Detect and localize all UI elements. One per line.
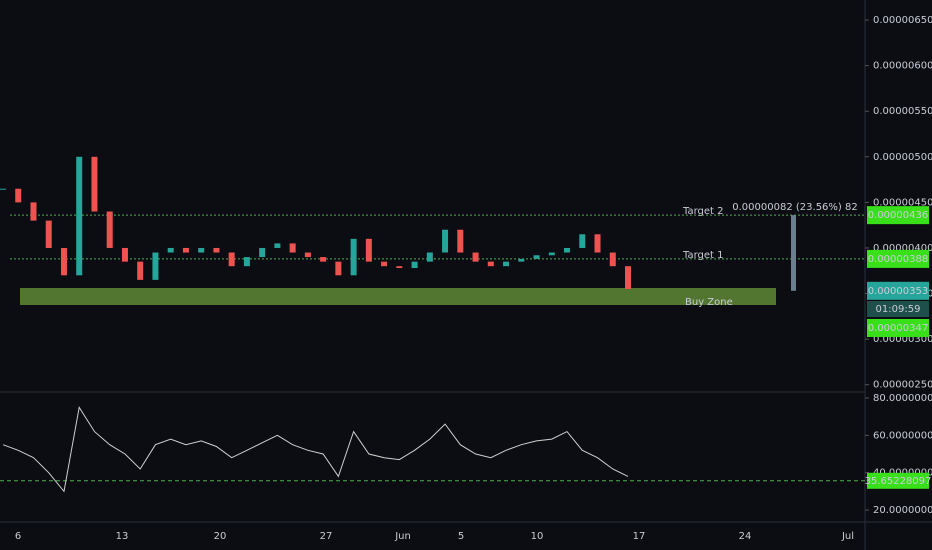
x-tick-label: 5 [458,531,464,542]
x-tick-label: 13 [116,531,129,542]
candle [457,229,464,253]
buy-zone [20,288,776,305]
candle [365,238,372,262]
candle [15,188,22,203]
candle [106,211,113,248]
candle [518,258,525,262]
y-tick-label: 0.00000550 [873,106,932,117]
candle [472,252,479,262]
target-name: Target 2 [682,206,723,217]
price-tag-label: 0.00000436 [868,210,928,221]
candle [243,257,250,267]
candle [548,252,555,256]
timer-tag [867,301,929,317]
level-tag [867,472,929,489]
y-tick-label: 0.00000300 [873,334,932,345]
level-tag-label: 35.65228097 [865,476,932,487]
candle [533,255,540,259]
x-tick-label: 24 [739,531,752,542]
candle [198,247,205,253]
candle [91,156,98,212]
measure-bar [791,215,796,291]
price-tag [867,281,929,300]
candle [167,247,174,253]
candle [442,229,449,253]
price-tag [867,249,929,268]
y-tick-label: 0.00000500 [873,152,932,163]
candle [137,261,144,280]
y-tick-label: 0.00000650 [873,15,932,26]
candle [487,261,494,267]
y-tick-label: 0.00000250 [873,380,932,391]
price-tag [867,206,929,225]
x-tick-label: 27 [320,531,333,542]
candle [594,234,601,253]
candle [76,156,83,276]
x-tick-label: Jul [841,531,854,542]
price-tag-label: 0.00000347 [868,323,928,334]
candle [381,261,388,267]
candle [426,252,433,262]
price-tag [867,319,929,337]
candle [396,266,403,269]
candle [350,238,357,276]
price-tag-label: 0.00000353 [868,286,928,297]
measure-label: 0.00000082 (23.56%) 82 [732,202,857,213]
y-tick-label: 0.00000600 [873,61,932,72]
candle [30,202,37,221]
y-tick-label: 0.00000450 [873,197,932,208]
candle [625,266,631,289]
candle [213,247,220,253]
candle [259,247,266,258]
x-tick-label: 6 [15,531,21,542]
candle [503,261,510,267]
candle [609,252,616,267]
zone-label: Buy Zone [685,297,733,308]
y-tick-label: 0.00000400 [873,243,932,254]
candle [0,188,6,190]
y-tick-label: 60.00000000 [873,430,932,441]
candle [182,247,189,253]
x-tick-label: 20 [214,531,227,542]
candle [304,252,311,258]
target-name: Target 1 [682,250,723,261]
x-tick-label: 17 [633,531,646,542]
rsi-line [2,405,629,493]
candle [320,257,327,262]
y-tick-label: 20.00000000 [873,505,932,516]
candle [274,243,281,248]
x-tick-label: 10 [531,531,544,542]
candle [60,247,67,276]
price-tag-label: 0.00000388 [868,254,928,265]
candle [152,252,159,280]
candle [579,234,586,248]
candle [228,252,235,267]
timer: 01:09:59 [876,304,921,315]
y-tick-label: 80.00000000 [873,393,932,404]
candle [121,247,128,262]
candle [335,261,342,276]
candle [289,243,296,253]
candle [411,261,418,269]
candle [45,220,52,248]
candle [564,247,571,253]
x-tick-label: Jun [394,531,411,542]
